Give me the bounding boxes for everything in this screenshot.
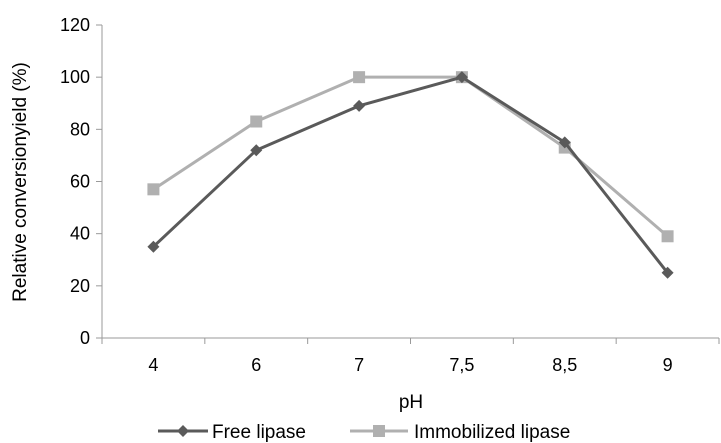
x-tick-label: 7	[354, 355, 364, 375]
series-free-lipase	[147, 71, 674, 279]
legend-marker	[373, 425, 385, 437]
y-tick-label: 120	[60, 15, 90, 35]
y-tick-label: 100	[60, 67, 90, 87]
legend-label: Immobilized lipase	[414, 422, 570, 443]
data-point	[147, 240, 160, 253]
data-point	[147, 183, 160, 196]
data-point	[558, 136, 571, 149]
x-tick-label: 7,5	[449, 355, 474, 375]
legend-label: Free lipase	[212, 422, 306, 443]
y-tick-label: 40	[70, 224, 90, 244]
x-axis: 4 6 7 7,5 8,5 9	[101, 337, 720, 375]
legend-item: Immobilized lipase	[350, 422, 570, 443]
data-point	[353, 71, 366, 84]
x-tick-label: 6	[251, 355, 261, 375]
y-axis-title: Relative conversionyield (%)	[10, 62, 31, 302]
x-tick-label: 8,5	[552, 355, 577, 375]
x-axis-title: pH	[399, 392, 423, 413]
y-tick-label: 60	[70, 172, 90, 192]
data-point	[250, 144, 263, 157]
y-tick-label: 20	[70, 276, 90, 296]
data-point	[455, 71, 468, 84]
y-tick-label: 80	[70, 119, 90, 139]
x-tick-label: 4	[148, 355, 158, 375]
legend-item: Free lipase	[158, 422, 306, 443]
y-tick-label: 0	[80, 328, 90, 348]
series-line	[152, 75, 669, 274]
series-layer	[147, 71, 674, 279]
legend-marker	[177, 425, 189, 437]
legend: Free lipase Immobilized lipase	[158, 422, 570, 443]
x-tick-label: 9	[663, 355, 673, 375]
data-point	[250, 115, 263, 128]
series-immobilized-lipase	[147, 71, 674, 243]
y-axis: 0 20 40 60 80 100 120	[60, 15, 103, 348]
data-point	[661, 230, 674, 243]
series-line	[152, 75, 669, 238]
data-point	[353, 99, 366, 112]
data-point	[661, 266, 674, 279]
